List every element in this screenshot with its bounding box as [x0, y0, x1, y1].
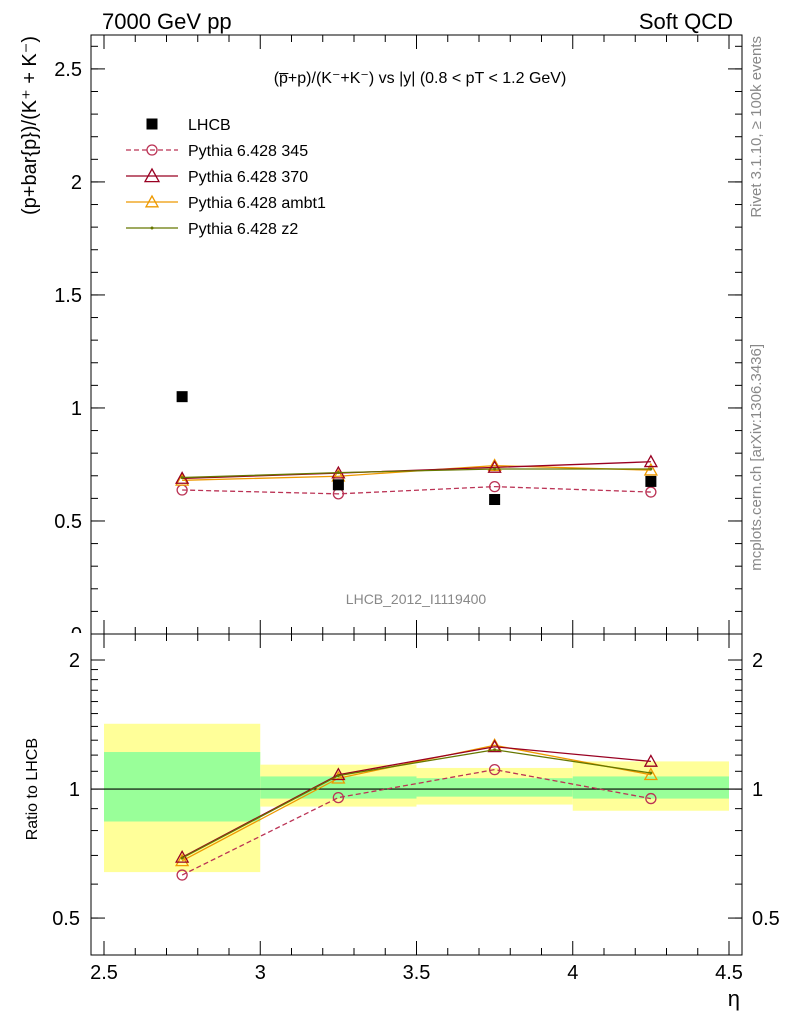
main-point-z2 — [649, 467, 653, 471]
main-series — [175, 391, 658, 506]
x-tick-label: 3.5 — [403, 962, 431, 984]
watermark: LHCB_2012_I1119400 — [346, 591, 487, 607]
rivet-label: Rivet 3.1.10, ≥ 100k events — [748, 36, 765, 218]
ratio-line-ambt1 — [181, 744, 651, 862]
main-y-tick-label: 0.5 — [54, 511, 82, 533]
ratio-y-tick-label-right: 2 — [752, 650, 763, 672]
ratio-y-tick-label-left: 0.5 — [52, 908, 80, 930]
ratio-band-inner — [260, 776, 417, 799]
main-point-z2 — [336, 471, 340, 475]
ratio-line-p345 — [181, 768, 651, 876]
main-y-zero-label: 0 — [71, 624, 82, 646]
ratio-point-z2 — [649, 771, 653, 775]
header-right: Soft QCD — [639, 9, 733, 34]
main-point-data — [332, 479, 344, 491]
ratio-y-tick-label-right: 0.5 — [752, 908, 780, 930]
ratio-point-ambt1 — [175, 853, 190, 867]
main-point-data — [489, 494, 501, 506]
ratio-point-p370 — [643, 754, 658, 767]
main-point-z2 — [493, 467, 497, 471]
legend-marker-data — [146, 118, 158, 130]
x-axis-label: η — [728, 986, 740, 1011]
main-title: (p̅+p)/(K⁻+K⁻) vs |y| (0.8 < pT < 1.2 Ge… — [274, 70, 567, 87]
main-line-z2 — [182, 468, 651, 479]
ratio-band-inner — [104, 752, 261, 822]
legend-marker-p370 — [143, 167, 161, 183]
main-point-data — [176, 391, 188, 403]
main-point-p345 — [488, 480, 501, 493]
legend-label-p370: Pythia 6.428 370 — [188, 169, 308, 186]
main-line-ambt1 — [182, 464, 651, 481]
legend-label-z2: Pythia 6.428 z2 — [188, 221, 298, 238]
x-tick-label: 4 — [567, 962, 578, 984]
ratio-point-p345 — [176, 869, 188, 881]
main-y-tick-label: 1.5 — [54, 285, 82, 307]
ratio-x-ticks: 2.5 3 3.5 4 4.5 — [90, 634, 743, 984]
main-y-tick-label: 2.5 — [54, 59, 82, 81]
ratio-band-inner — [416, 778, 573, 797]
main-y-tick-label: 1 — [71, 398, 82, 420]
mcplots-label: mcplots.cern.ch [arXiv:1306.3436] — [748, 344, 765, 571]
ratio-point-p370 — [487, 739, 502, 753]
ratio-point-z2 — [180, 856, 184, 860]
ratio-point-p345 — [488, 763, 501, 776]
legend-marker-ambt1 — [144, 194, 160, 208]
ratio-point-p345 — [332, 791, 345, 804]
ratio-line-z2 — [181, 749, 651, 859]
main-y-axis-label: (p+bar{p})/(K⁺ + K⁻) — [19, 36, 41, 215]
legend-label-data: LHCB — [188, 117, 231, 134]
ratio-point-z2 — [336, 774, 340, 778]
main-point-ambt1 — [175, 472, 190, 486]
main-y-ticks: 0.5 1 1.5 2 2.5 0 — [54, 45, 742, 646]
ratio-point-ambt1 — [643, 767, 658, 781]
main-point-data — [645, 475, 657, 487]
ratio-uncertainty-bands — [91, 723, 742, 873]
header-left: 7000 GeV pp — [102, 9, 232, 34]
legend: LHCB Pythia 6.428 345 Pythia 6.428 370 Pyth… — [126, 117, 326, 238]
legend-marker-p345 — [146, 144, 158, 156]
x-tick-label: 3 — [255, 962, 266, 984]
legend-label-p345: Pythia 6.428 345 — [188, 143, 308, 160]
ratio-point-z2 — [493, 748, 497, 752]
ratio-line-p370 — [181, 746, 651, 858]
ratio-y-tick-label-right: 1 — [752, 779, 763, 801]
main-line-p345 — [182, 485, 651, 495]
main-point-p370 — [643, 454, 658, 468]
x-tick-label: 2.5 — [90, 962, 118, 984]
ratio-y-axis-label: Ratio to LHCB — [24, 738, 41, 840]
ratio-y-tick-label-left: 1 — [69, 779, 80, 801]
main-point-p370 — [487, 460, 502, 473]
main-point-p345 — [645, 486, 657, 498]
main-point-z2 — [180, 476, 184, 480]
ratio-y-tick-label-left: 2 — [69, 650, 80, 672]
ratio-y-ticks: 0.5 0.5 1 1 2 2 — [52, 650, 780, 930]
ratio-band-inner — [572, 776, 729, 799]
legend-marker-z2 — [150, 226, 154, 230]
ratio-series — [175, 737, 658, 881]
main-y-tick-label: 2 — [71, 172, 82, 194]
legend-label-ambt1: Pythia 6.428 ambt1 — [188, 195, 326, 212]
main-x-ticks — [103, 35, 730, 634]
main-panel: 0.5 1 1.5 2 2.5 0 (p̅+p)/(K⁻+K⁻) vs |y| (0.8 … — [19, 34, 743, 646]
ratio-point-p345 — [645, 792, 657, 805]
ratio-point-p370 — [331, 767, 346, 781]
x-tick-label: 4.5 — [715, 962, 743, 984]
ratio-panel: 0.5 0.5 1 1 2 2 2.5 3 3.5 4 4.5 Ratio to LHCB η — [24, 633, 780, 1011]
